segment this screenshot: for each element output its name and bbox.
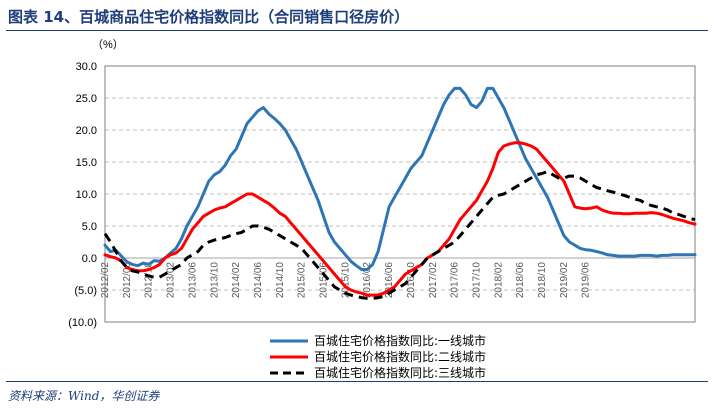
legend-label-1: 百城住宅价格指数同比:一线城市 — [314, 333, 486, 348]
line-chart: （%） 30.0 25.0 20.0 15.0 10.0 5.0 0.0 (5.0) (10.0… — [68, 38, 697, 380]
x-tick-label: 2017/10 — [471, 262, 482, 299]
chart-title: 图表 14、百城商品住宅价格指数同比（合同销售口径房价） — [8, 8, 410, 26]
source-note: 资料来源：Wind，华创证券 — [8, 389, 160, 403]
x-tick-label: 2015/02 — [297, 262, 308, 299]
x-tick-label: 2017/02 — [428, 262, 439, 299]
x-tick-label: 2013/06 — [187, 262, 198, 299]
x-tick-label: 2014/10 — [275, 262, 286, 299]
x-tick-label: 2012/02 — [100, 262, 111, 299]
x-tick-label: 2013/10 — [209, 262, 220, 299]
y-tick-label: 0.0 — [82, 253, 97, 265]
x-tick-label: 2016/06 — [384, 262, 395, 299]
y-tick-label: 15.0 — [76, 157, 97, 169]
x-tick-label: 2017/06 — [450, 262, 461, 299]
x-tick-label: 2015/10 — [340, 262, 351, 299]
x-tick-label: 2019/06 — [581, 262, 592, 299]
legend-label-3: 百城住宅价格指数同比:三线城市 — [314, 365, 486, 380]
x-tick-label: 2019/02 — [559, 262, 570, 299]
y-tick-label: (10.0) — [68, 317, 97, 329]
plot-frame — [104, 65, 696, 323]
x-tick-label: 2016/02 — [362, 262, 373, 299]
x-tick-label: 2018/06 — [515, 262, 526, 299]
x-tick-label: 2014/06 — [253, 262, 264, 299]
series-lines — [103, 86, 697, 300]
y-tick-label: 10.0 — [76, 189, 97, 201]
series-line-2 — [103, 141, 697, 297]
series-line-3 — [103, 170, 696, 300]
x-tick-label: 2015/06 — [319, 262, 330, 299]
x-tick-label: 2014/02 — [231, 262, 242, 299]
y-tick-label: 20.0 — [76, 125, 97, 137]
legend: 百城住宅价格指数同比:一线城市百城住宅价格指数同比:二线城市百城住宅价格指数同比… — [270, 333, 486, 380]
x-axis-ticks: 2012/02 2012/06 2012/10 2013/02 2013/06 2013/… — [100, 262, 592, 299]
y-axis-unit: （%） — [92, 38, 124, 51]
title-underline — [6, 30, 708, 31]
plot-border — [104, 65, 696, 323]
x-tick-label: 2012/10 — [144, 262, 155, 299]
x-tick-label: 2018/02 — [493, 262, 504, 299]
y-axis-ticks: 30.0 25.0 20.0 15.0 10.0 5.0 0.0 (5.0) (10.0) — [68, 61, 97, 329]
y-tick-label: 25.0 — [76, 93, 97, 105]
legend-label-2: 百城住宅价格指数同比:二线城市 — [314, 349, 486, 364]
y-tick-label: 30.0 — [76, 61, 97, 73]
x-tick-label: 2013/02 — [166, 262, 177, 299]
x-tick-label: 2016/10 — [406, 262, 417, 299]
grid-lines — [105, 97, 695, 291]
source-rule — [6, 381, 708, 382]
y-tick-label: 5.0 — [82, 221, 97, 233]
y-tick-label: (5.0) — [74, 285, 97, 297]
x-tick-label: 2012/06 — [122, 262, 133, 299]
series-line-1 — [103, 86, 697, 271]
x-tick-label: 2018/10 — [537, 262, 548, 299]
